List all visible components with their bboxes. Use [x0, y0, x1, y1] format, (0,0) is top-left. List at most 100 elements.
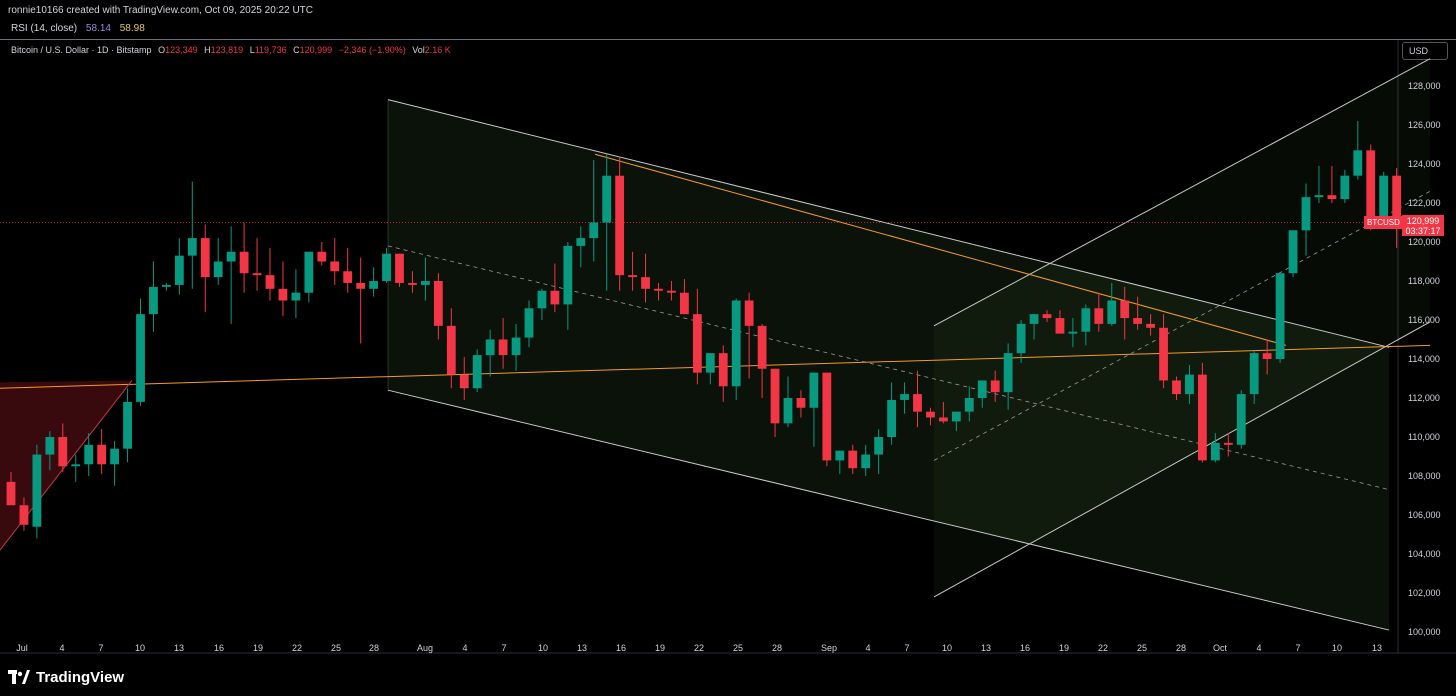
candle-body[interactable] — [550, 290, 560, 305]
candle-body[interactable] — [680, 292, 689, 315]
candle-body[interactable] — [705, 353, 715, 373]
ascending-channel-upper[interactable] — [933, 58, 1431, 327]
candle-body[interactable] — [874, 437, 884, 455]
candle-body[interactable] — [97, 444, 107, 465]
candle-body[interactable] — [783, 398, 793, 424]
tradingview-logo[interactable]: TradingView — [8, 666, 124, 688]
candle-body[interactable] — [433, 281, 443, 326]
candle-body[interactable] — [1081, 308, 1091, 332]
candle-body[interactable] — [149, 286, 158, 315]
candle-body[interactable] — [731, 300, 741, 387]
orange-diagonal-trendline[interactable] — [594, 153, 1287, 346]
candle-body[interactable] — [174, 255, 184, 285]
candle-body[interactable] — [939, 417, 948, 422]
candle-body[interactable] — [162, 284, 171, 287]
candle-body[interactable] — [446, 325, 456, 375]
candle-body[interactable] — [1068, 331, 1078, 334]
candle-body[interactable] — [459, 374, 469, 389]
candle-body[interactable] — [369, 281, 378, 289]
candle-body[interactable] — [317, 251, 327, 262]
candle-body[interactable] — [45, 437, 55, 455]
candle-body[interactable] — [641, 277, 650, 289]
candle-body[interactable] — [123, 401, 132, 449]
candle-body[interactable] — [796, 398, 806, 408]
candle-body[interactable] — [498, 339, 508, 356]
orange-horizontal-trendline[interactable] — [0, 344, 1431, 389]
ascending-channel-lower[interactable] — [933, 321, 1431, 598]
candle-body[interactable] — [1094, 308, 1104, 324]
candle-body[interactable] — [1223, 442, 1233, 445]
candle-body[interactable] — [1327, 195, 1337, 200]
candle-body[interactable] — [615, 175, 625, 276]
candle-body[interactable] — [1392, 175, 1402, 223]
candle-body[interactable] — [576, 238, 586, 246]
candle-body[interactable] — [226, 251, 236, 262]
candle-body[interactable] — [913, 394, 922, 412]
candle-body[interactable] — [330, 261, 340, 272]
candle-body[interactable] — [1314, 195, 1324, 198]
candle-body[interactable] — [1016, 323, 1026, 354]
candle-body[interactable] — [239, 251, 249, 274]
candle-body[interactable] — [408, 282, 417, 285]
candle-body[interactable] — [744, 300, 754, 326]
candle-body[interactable] — [343, 271, 353, 283]
candle-body[interactable] — [524, 308, 534, 338]
candle-body[interactable] — [692, 314, 702, 373]
candle-body[interactable] — [861, 454, 871, 469]
candle-body[interactable] — [1159, 327, 1168, 381]
candle-body[interactable] — [1107, 300, 1117, 324]
candle-body[interactable] — [770, 368, 780, 424]
candle-body[interactable] — [421, 281, 430, 285]
rsi-legend[interactable]: RSI (14, close) 58.14 58.98 — [0, 18, 1456, 40]
candle-body[interactable] — [136, 314, 145, 402]
candle-body[interactable] — [977, 380, 987, 398]
candle-body[interactable] — [951, 411, 961, 422]
candle-body[interactable] — [485, 339, 495, 356]
candle-body[interactable] — [1366, 150, 1376, 217]
candle-body[interactable] — [848, 450, 858, 469]
candle-body[interactable] — [1185, 374, 1194, 395]
candle-body[interactable] — [32, 454, 42, 527]
candle-body[interactable] — [382, 253, 391, 281]
candle-body[interactable] — [563, 245, 573, 305]
currency-selector[interactable]: USD — [1402, 42, 1448, 60]
candle-body[interactable] — [757, 325, 767, 369]
candle-body[interactable] — [304, 251, 314, 293]
candle-body[interactable] — [1301, 197, 1311, 231]
candle-body[interactable] — [1042, 314, 1052, 319]
candle-body[interactable] — [537, 290, 547, 309]
candle-body[interactable] — [1249, 353, 1259, 395]
candle-body[interactable] — [278, 288, 288, 301]
candle-body[interactable] — [291, 292, 301, 301]
candle-body[interactable] — [718, 353, 728, 387]
candle-body[interactable] — [472, 355, 482, 389]
candle-body[interactable] — [1055, 318, 1065, 334]
candle-body[interactable] — [667, 290, 676, 293]
candle-body[interactable] — [1003, 353, 1013, 393]
candle-body[interactable] — [110, 448, 119, 465]
candle-body[interactable] — [395, 253, 404, 283]
candle-body[interactable] — [58, 437, 68, 467]
candle-body[interactable] — [71, 464, 81, 467]
descending-channel-lower[interactable] — [387, 389, 1390, 631]
symbol-legend[interactable]: Bitcoin / U.S. Dollar · 1D · Bitstamp O1… — [11, 45, 451, 55]
candle-body[interactable] — [356, 282, 366, 289]
candle-body[interactable] — [1288, 230, 1298, 274]
candle-body[interactable] — [822, 372, 832, 461]
candle-body[interactable] — [1146, 323, 1155, 328]
candle-body[interactable] — [1275, 273, 1285, 359]
candle-body[interactable] — [926, 411, 935, 418]
candle-body[interactable] — [654, 288, 663, 291]
candle-body[interactable] — [265, 275, 275, 289]
candle-body[interactable] — [200, 238, 210, 278]
candle-body[interactable] — [84, 444, 94, 465]
pane-divider[interactable] — [0, 39, 1456, 40]
candle-body[interactable] — [6, 481, 16, 506]
candle-body[interactable] — [887, 399, 896, 437]
candle-body[interactable] — [1379, 175, 1389, 217]
candle-body[interactable] — [1210, 442, 1220, 461]
candle-body[interactable] — [1198, 374, 1207, 461]
candle-body[interactable] — [213, 261, 223, 278]
candle-body[interactable] — [964, 398, 974, 412]
